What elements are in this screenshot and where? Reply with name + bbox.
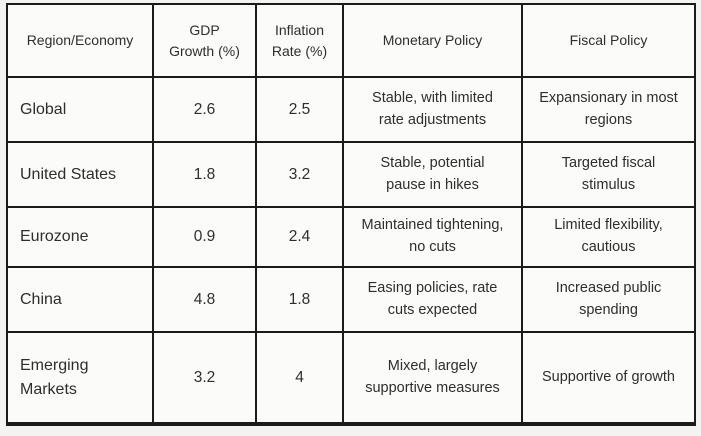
table-row-global: Global 2.6 2.5 Stable, with limited rate… [6,76,696,143]
column-header-label: Inflation [274,22,325,39]
cell-region: Emerging Markets [6,331,154,425]
table-row-eurozone: Eurozone 0.9 2.4 Maintained tightening, … [6,206,696,268]
cell-text: Targeted fiscal stimulus [561,154,656,193]
column-header-monetary-policy: Monetary Policy [342,3,523,78]
cell-text: Maintained tightening, no cuts [361,217,504,255]
cell-inflation-rate: 2.5 [255,76,344,143]
cell-text: Expansionary in most regions [539,89,678,128]
cell-text: Stable, with limited rate adjustments [372,89,493,128]
cell-text: Easing policies, rate cuts expected [367,279,498,318]
column-header-label: GDP [189,22,220,39]
cell-monetary-policy: Maintained tightening, no cuts [342,206,523,268]
cell-monetary-policy: Easing policies, rate cuts expected [342,266,523,333]
cell-gdp-growth: 3.2 [152,331,257,425]
table-row-china: China 4.8 1.8 Easing policies, rate cuts… [6,266,696,333]
cell-text: Mixed, largely supportive measures [365,357,500,396]
cell-inflation-rate: 1.8 [255,266,344,333]
header-row: Region/Economy GDP Growth (%) Inflation … [6,3,696,78]
economic-outlook-table: Region/Economy GDP Growth (%) Inflation … [6,3,696,426]
cell-fiscal-policy: Supportive of growth [521,331,696,425]
column-header-label: Rate (%) [271,42,328,59]
cell-fiscal-policy: Expansionary in most regions [521,76,696,143]
table-row-united-states: United States 1.8 3.2 Stable, potential … [6,141,696,208]
cell-inflation-rate: 2.4 [255,206,344,268]
cell-text: Increased public spending [555,279,662,318]
column-header-gdp-growth: GDP Growth (%) [152,3,257,78]
cell-region: China [6,266,154,333]
column-header-label: Region/Economy [26,32,134,49]
cell-text: Supportive of growth [542,368,675,385]
column-header-label: Monetary Policy [382,32,483,49]
cell-text: Stable, potential pause in hikes [380,154,485,193]
cell-inflation-rate: 4 [255,331,344,425]
table-row-emerging-markets: Emerging Markets 3.2 4 Mixed, largely su… [6,331,696,425]
cell-region: Eurozone [6,206,154,268]
cell-text: Limited flexibility, cautious [554,217,663,255]
column-header-fiscal-policy: Fiscal Policy [521,3,696,78]
cell-region: United States [6,141,154,208]
cell-gdp-growth: 0.9 [152,206,257,268]
cell-gdp-growth: 1.8 [152,141,257,208]
column-header-label: Growth (%) [169,42,240,59]
cell-fiscal-policy: Limited flexibility, cautious [521,206,696,268]
cell-gdp-growth: 2.6 [152,76,257,143]
cell-gdp-growth: 4.8 [152,266,257,333]
cell-monetary-policy: Stable, potential pause in hikes [342,141,523,208]
column-header-label: Fiscal Policy [569,32,648,49]
cell-monetary-policy: Stable, with limited rate adjustments [342,76,523,143]
cell-inflation-rate: 3.2 [255,141,344,208]
column-header-region: Region/Economy [6,3,154,78]
column-header-inflation-rate: Inflation Rate (%) [255,3,344,78]
cell-fiscal-policy: Increased public spending [521,266,696,333]
cell-region: Global [6,76,154,143]
cell-monetary-policy: Mixed, largely supportive measures [342,331,523,425]
cell-fiscal-policy: Targeted fiscal stimulus [521,141,696,208]
